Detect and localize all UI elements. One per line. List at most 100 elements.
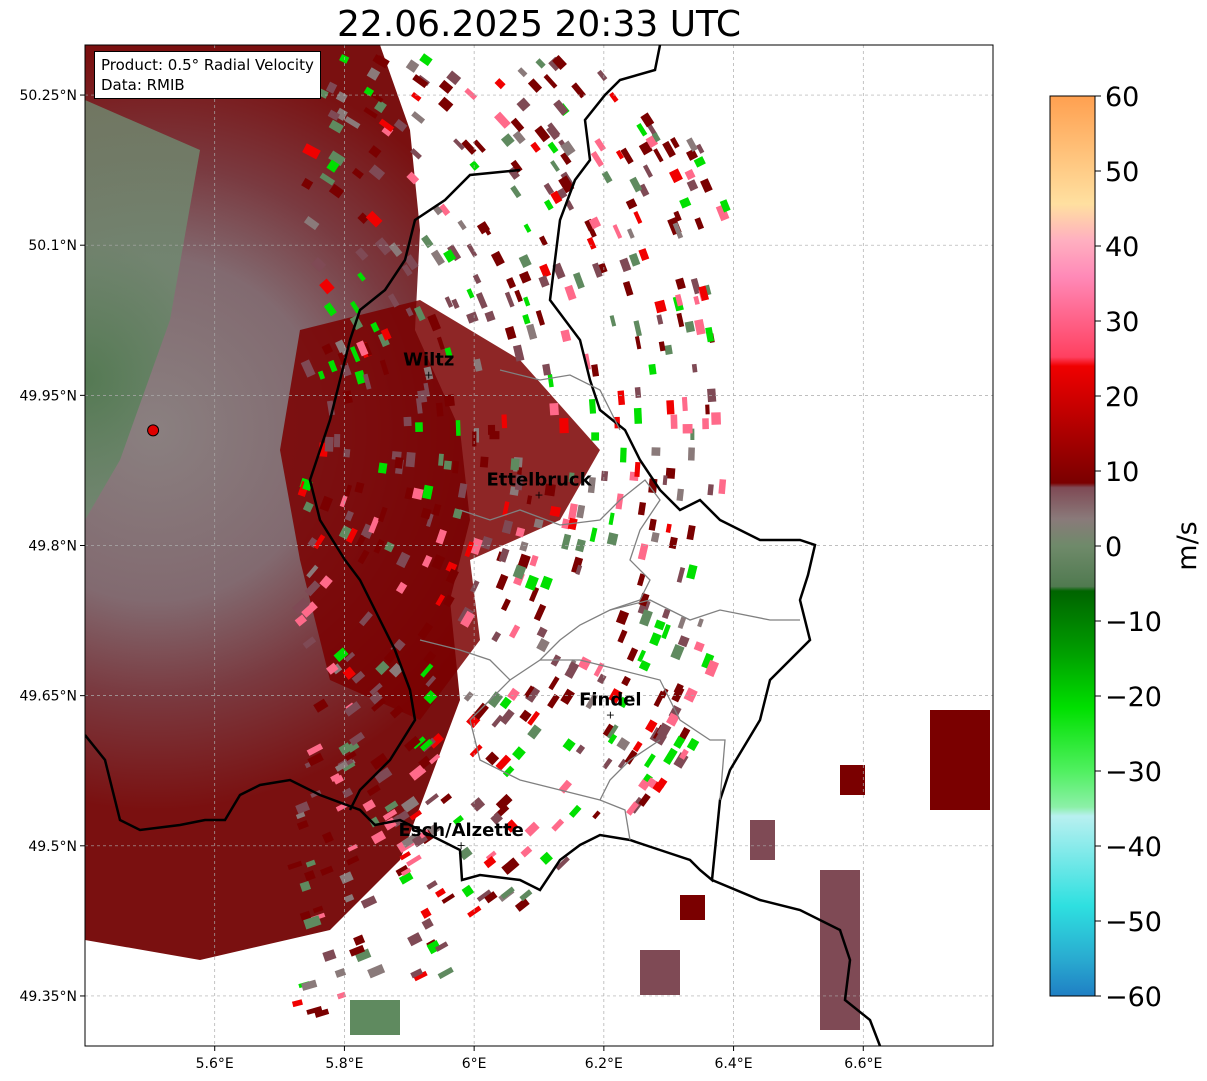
echo-speck (343, 893, 355, 903)
echo-speck (628, 252, 641, 267)
echo-speck (419, 53, 433, 67)
echo-speck (398, 871, 414, 885)
echo-speck (515, 527, 526, 538)
echo-speck (301, 177, 314, 190)
echo-speck (568, 804, 582, 818)
echo-speck (627, 228, 635, 239)
echo-speck (469, 160, 480, 171)
echo-speck (520, 845, 533, 858)
echo-speck (304, 870, 316, 882)
echo-speck (458, 846, 473, 861)
echo-speck (312, 905, 324, 914)
echo-speck (502, 765, 515, 778)
echo-speck (654, 619, 666, 631)
echo-speck (525, 686, 541, 703)
echo-speck (296, 819, 309, 831)
lat-tick-label: 49.5°N (28, 839, 77, 855)
colorbar-tick-label: −60 (1105, 982, 1162, 1013)
longitude-axis: 5.6°E 5.8°E 6°E 6.2°E 6.4°E 6.6°E (196, 1046, 882, 1072)
echo-speck (686, 179, 699, 192)
echo-speck (324, 436, 334, 452)
echo-speck (571, 556, 584, 574)
echo-speck (602, 757, 613, 770)
echo-speck (363, 86, 375, 97)
echo-speck (533, 518, 544, 529)
map-title: 22.06.2025 20:33 UTC (336, 4, 742, 45)
echo-speck (512, 344, 525, 362)
echo-speck (418, 829, 430, 839)
echo-speck (654, 299, 667, 314)
district-border (540, 659, 726, 801)
echo-speck (633, 211, 643, 224)
echo-speck (572, 272, 585, 290)
echo-speck (317, 370, 326, 380)
echo-speck (349, 346, 361, 363)
echo-speck (686, 564, 698, 580)
echo-speck (617, 629, 628, 644)
echo-cluster (840, 765, 865, 795)
echo-cluster (680, 895, 705, 920)
echo-speck (435, 529, 447, 545)
echo-speck (494, 111, 511, 129)
echo-speck (368, 516, 380, 534)
velocity-field (85, 45, 470, 960)
echo-speck (523, 296, 531, 307)
echo-speck (591, 364, 600, 377)
echo-speck (670, 414, 678, 429)
echo-speck (510, 117, 525, 133)
echo-speck (562, 738, 576, 752)
echo-speck (508, 624, 521, 639)
echo-speck (694, 319, 706, 336)
echo-speck (637, 573, 646, 587)
echo-speck (676, 488, 684, 502)
echo-speck (621, 675, 631, 687)
echo-speck (344, 651, 356, 663)
echo-speck (461, 884, 475, 898)
echo-speck (651, 447, 661, 456)
echo-speck (619, 257, 632, 273)
echo-speck (395, 581, 408, 595)
echo-speck (295, 811, 306, 820)
echo-speck (524, 821, 540, 837)
echo-speck (615, 493, 624, 510)
echo-speck (334, 760, 349, 772)
echo-speck (501, 519, 514, 535)
echo-speck (374, 767, 393, 784)
colorbar-tick-label: 40 (1105, 232, 1139, 263)
echo-speck (453, 138, 465, 151)
echo-speck (384, 800, 399, 813)
echo-speck (616, 737, 631, 751)
echo-speck (550, 160, 560, 172)
echo-speck (639, 609, 653, 627)
echo-speck (500, 133, 515, 148)
echo-speck (319, 172, 336, 186)
echo-speck (666, 712, 680, 727)
echo-speck (472, 273, 482, 285)
echo-speck (527, 78, 543, 93)
echo-speck (321, 831, 334, 844)
echo-speck (625, 801, 640, 816)
echo-speck (473, 139, 486, 153)
echo-speck (328, 119, 344, 134)
lat-tick-label: 49.95°N (19, 388, 77, 404)
echo-speck (411, 111, 426, 124)
echo-speck (300, 601, 318, 618)
echo-cluster (350, 1000, 400, 1035)
echo-speck (423, 382, 431, 397)
echo-speck (553, 99, 569, 116)
echo-speck (590, 151, 604, 168)
echo-speck (415, 397, 423, 414)
echo-speck (435, 402, 444, 417)
echo-speck (625, 198, 638, 210)
echo-speck (519, 541, 529, 552)
echo-speck (333, 647, 349, 663)
echo-speck (560, 140, 576, 157)
colorbar-tick-label: 60 (1105, 82, 1139, 113)
echo-speck (558, 175, 575, 194)
echo-speck (422, 484, 434, 500)
echo-speck (353, 934, 366, 946)
echo-speck (470, 580, 480, 593)
echo-speck (479, 456, 489, 468)
lat-tick-label: 50.1°N (28, 238, 77, 254)
echo-speck (323, 302, 337, 317)
